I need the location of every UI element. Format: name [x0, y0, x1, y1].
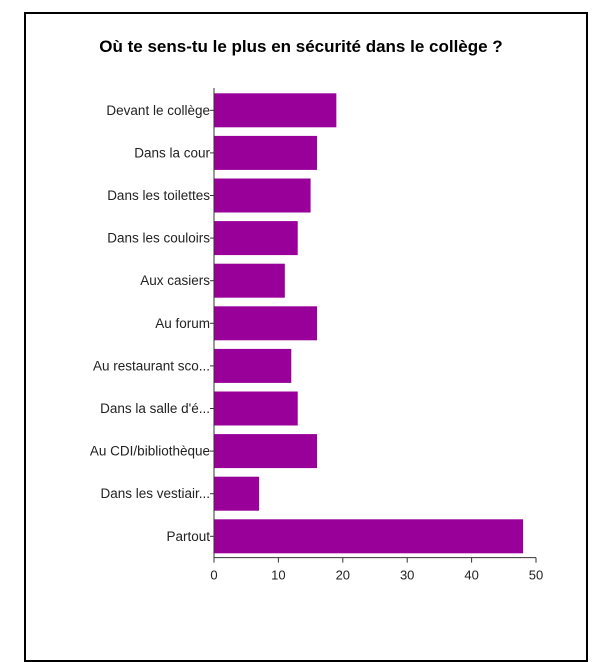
- bar: [214, 306, 318, 341]
- category-label: Dans les couloirs: [107, 231, 210, 246]
- category-label: Devant le collège: [106, 103, 210, 118]
- chart-title: Où te sens-tu le plus en sécurité dans l…: [99, 37, 503, 56]
- bar: [214, 476, 260, 511]
- bar: [214, 519, 524, 554]
- bar: [214, 348, 292, 383]
- x-tick-label: 20: [336, 568, 350, 583]
- bar-chart: Devant le collège Dans la cour Dans les to…: [90, 88, 543, 583]
- category-label: Dans les vestiair...: [100, 486, 210, 501]
- category-label: Aux casiers: [140, 273, 210, 288]
- x-tick-label: 0: [210, 568, 217, 583]
- x-tick-label: 10: [271, 568, 285, 583]
- category-label: Au CDI/bibliothèque: [90, 444, 210, 459]
- category-label: Au forum: [155, 316, 210, 331]
- bar: [214, 221, 298, 256]
- x-tick-label: 40: [464, 568, 478, 583]
- bar: [214, 434, 318, 469]
- category-label: Au restaurant sco...: [93, 358, 210, 373]
- bar: [214, 93, 337, 128]
- bar: [214, 263, 285, 298]
- category-label: Dans les toilettes: [107, 188, 210, 203]
- bar: [214, 178, 311, 213]
- bar: [214, 135, 318, 170]
- x-tick-label: 50: [529, 568, 543, 583]
- category-label: Dans la cour: [134, 145, 210, 160]
- category-label: Partout: [166, 529, 210, 544]
- bar: [214, 391, 298, 426]
- category-label: Dans la salle d'é...: [100, 401, 210, 416]
- x-tick-label: 30: [400, 568, 414, 583]
